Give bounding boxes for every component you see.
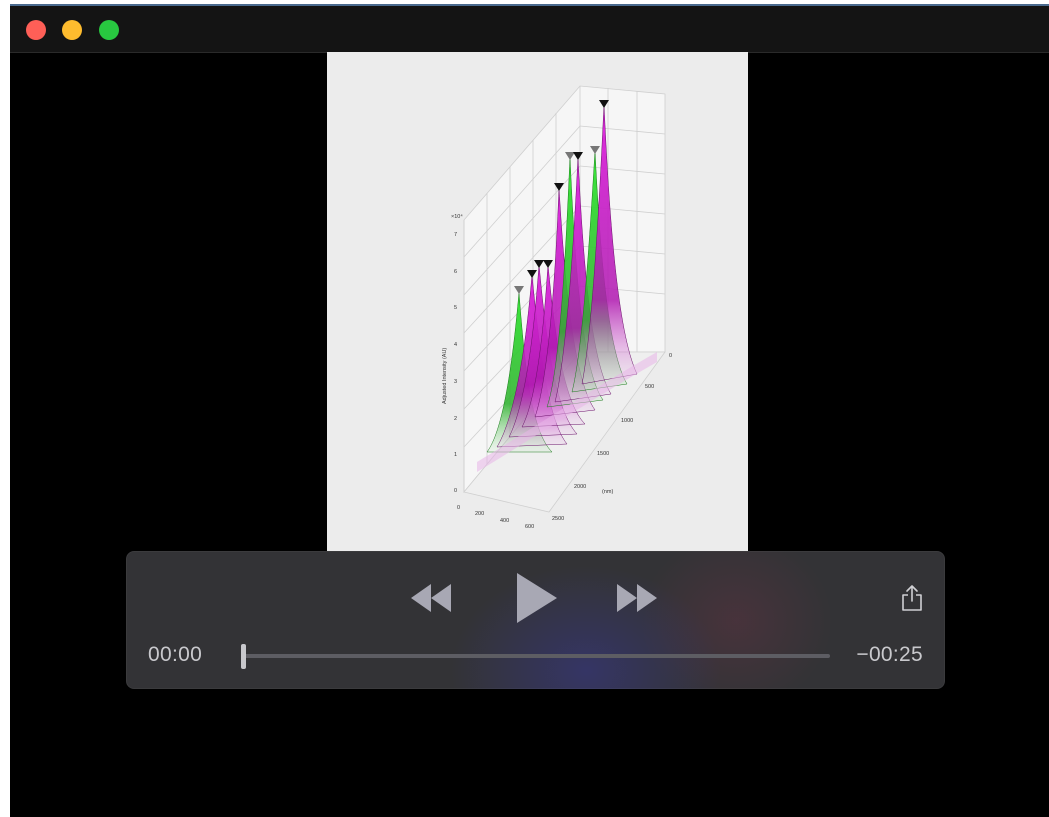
y-tick: 5 <box>454 305 457 311</box>
fast-forward-button[interactable] <box>611 581 661 615</box>
depth-tick: 2000 <box>574 484 586 490</box>
x-tick: 0 <box>457 505 460 511</box>
minimize-window-button[interactable] <box>62 20 82 40</box>
remaining-time: −00:25 <box>856 643 923 666</box>
share-icon <box>902 585 922 611</box>
depth-axis-label: (nm) <box>602 489 613 495</box>
rewind-button[interactable] <box>407 581 457 615</box>
player-window: ×10⁴ 0 1 2 3 4 5 6 7 Adjusted Intensity … <box>10 4 1049 817</box>
play-button[interactable] <box>511 571 561 625</box>
elapsed-time: 00:00 <box>148 643 203 666</box>
depth-tick: 1000 <box>621 418 633 424</box>
close-window-button[interactable] <box>26 20 46 40</box>
peak-markers <box>514 100 609 294</box>
y-tick: 1 <box>454 452 457 458</box>
video-frame[interactable]: ×10⁴ 0 1 2 3 4 5 6 7 Adjusted Intensity … <box>327 52 748 553</box>
zoom-window-button[interactable] <box>99 20 119 40</box>
scrubber-track[interactable] <box>244 654 830 658</box>
depth-tick: 1500 <box>597 451 609 457</box>
y-tick: 3 <box>454 379 457 385</box>
video-frame-image: ×10⁴ 0 1 2 3 4 5 6 7 Adjusted Intensity … <box>442 85 672 530</box>
x-tick: 400 <box>500 518 509 524</box>
share-button[interactable] <box>899 584 925 612</box>
scrubber-playhead[interactable] <box>241 644 246 669</box>
y-tick: 4 <box>454 342 457 348</box>
playback-controls: 00:00 −00:25 <box>126 551 945 689</box>
title-bar[interactable] <box>10 6 1049 53</box>
y-tick: 7 <box>454 232 457 238</box>
x-tick: 600 <box>525 524 534 530</box>
y-tick: 2 <box>454 416 457 422</box>
rewind-icon <box>411 584 451 612</box>
depth-tick: 500 <box>645 384 654 390</box>
y-exponent-label: ×10⁴ <box>451 213 463 220</box>
fast-forward-icon <box>617 584 657 612</box>
y-tick: 0 <box>454 488 457 494</box>
y-axis-label: Adjusted Intensity (AU) <box>442 348 448 404</box>
play-icon <box>517 573 557 623</box>
depth-tick: 2500 <box>552 516 564 522</box>
spectra-surface <box>477 103 657 472</box>
x-tick: 200 <box>475 511 484 517</box>
y-tick: 6 <box>454 269 457 275</box>
depth-tick: 0 <box>669 353 672 359</box>
